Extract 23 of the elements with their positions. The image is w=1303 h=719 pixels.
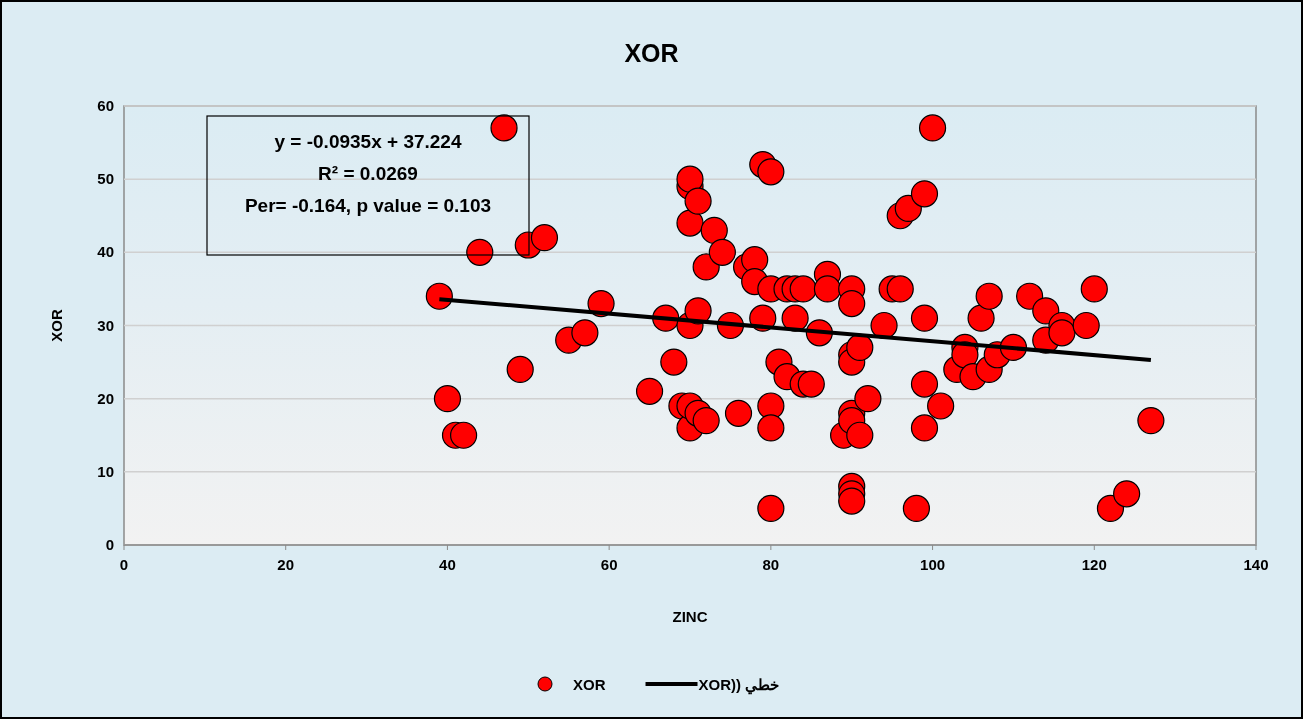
y-tick-label: 50 [97,170,114,188]
y-axis-title: XOR [48,309,65,342]
y-tick-label: 0 [105,536,114,553]
x-tick-label: 0 [119,556,129,573]
x-tick-label: 60 [600,556,618,573]
y-tick-label: 30 [97,316,114,334]
x-tick-label: 80 [762,556,780,573]
y-tick-label: 40 [97,243,114,261]
chart-title: XOR [624,39,679,67]
legend-label: XOR [573,676,606,693]
y-tick-label: 10 [97,462,114,480]
x-axis-title: ZINC [672,608,708,625]
x-tick-label: 40 [439,556,456,573]
y-tick-label: 20 [97,389,114,407]
annotation: y = -0.0935x + 37.224 [274,131,462,152]
legend-label: خطي ((XOR [698,676,780,695]
annotation: Per= -0.164, p value = 0.103 [244,195,492,216]
x-tick-label: 20 [277,556,295,573]
x-tick-label: 120 [1081,556,1107,573]
x-tick-label: 140 [1243,556,1269,573]
annotation: R² = 0.0269 [318,163,418,184]
x-tick-label: 100 [920,556,946,573]
y-tick-label: 60 [97,97,114,114]
